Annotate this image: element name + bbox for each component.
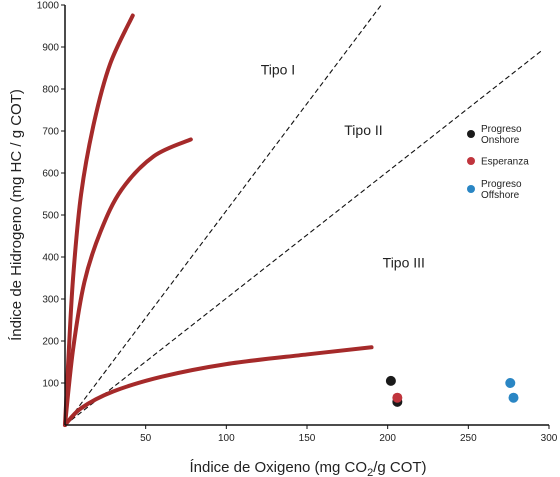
legend-label-3-1: Progreso — [481, 179, 522, 190]
legend-label-1-1: Progreso — [481, 124, 522, 135]
region-label-3: Tipo III — [383, 255, 425, 271]
x-axis: 50 100 150 200 250 300 — [65, 424, 558, 444]
y-tick-label-400: 400 — [42, 253, 59, 264]
data-point-2-1 — [392, 392, 403, 403]
region-label-1: Tipo I — [261, 61, 296, 77]
y-axis-title: Índice de Hidrogeno (mg HC / g COT) — [8, 89, 25, 341]
data-point-1-1 — [385, 375, 396, 386]
x-tick-label-200: 200 — [379, 433, 396, 444]
x-tick-label-100: 100 — [218, 433, 235, 444]
y-tick-label-900: 900 — [42, 43, 59, 54]
maturation-curves — [63, 13, 374, 427]
boundary-lines — [64, 4, 542, 426]
data-point-3-1 — [505, 378, 516, 388]
x-axis-title: Índice de Oxigeno (mg CO2/g COT) — [189, 459, 426, 477]
data-points — [385, 375, 519, 407]
maturation-curve-3 — [63, 345, 374, 427]
legend-label-2-1: Esperanza — [481, 157, 529, 168]
x-tick-label-150: 150 — [299, 433, 316, 444]
y-tick-label-600: 600 — [42, 169, 59, 180]
boundary-line-1 — [64, 4, 382, 426]
boundary-line-2 — [64, 50, 542, 426]
y-tick-label-1000: 1000 — [37, 1, 60, 12]
y-tick-label-300: 300 — [42, 295, 59, 306]
maturation-curve-1 — [63, 13, 135, 427]
legend-marker-1 — [467, 130, 475, 138]
data-point-3-2 — [508, 392, 519, 403]
region-labels: Tipo I Tipo II Tipo III — [261, 61, 425, 270]
legend-label-1-2: Onshore — [481, 135, 520, 146]
x-tick-label-250: 250 — [460, 433, 477, 444]
y-tick-label-800: 800 — [42, 85, 59, 96]
y-tick-label-100: 100 — [42, 379, 59, 390]
y-tick-label-200: 200 — [42, 337, 59, 348]
x-tick-label-50: 50 — [140, 433, 152, 444]
y-tick-label-700: 700 — [42, 127, 59, 138]
region-label-2: Tipo II — [344, 122, 382, 138]
x-tick-label-300: 300 — [541, 433, 558, 444]
legend-label-3-2: Offshore — [481, 190, 520, 201]
y-axis: 100 200 300 400 500 600 700 800 900 1000 — [37, 1, 66, 425]
legend-marker-3 — [467, 185, 475, 193]
y-tick-label-500: 500 — [42, 211, 59, 222]
legend-marker-2 — [467, 157, 475, 165]
maturation-curve-2 — [63, 137, 193, 427]
